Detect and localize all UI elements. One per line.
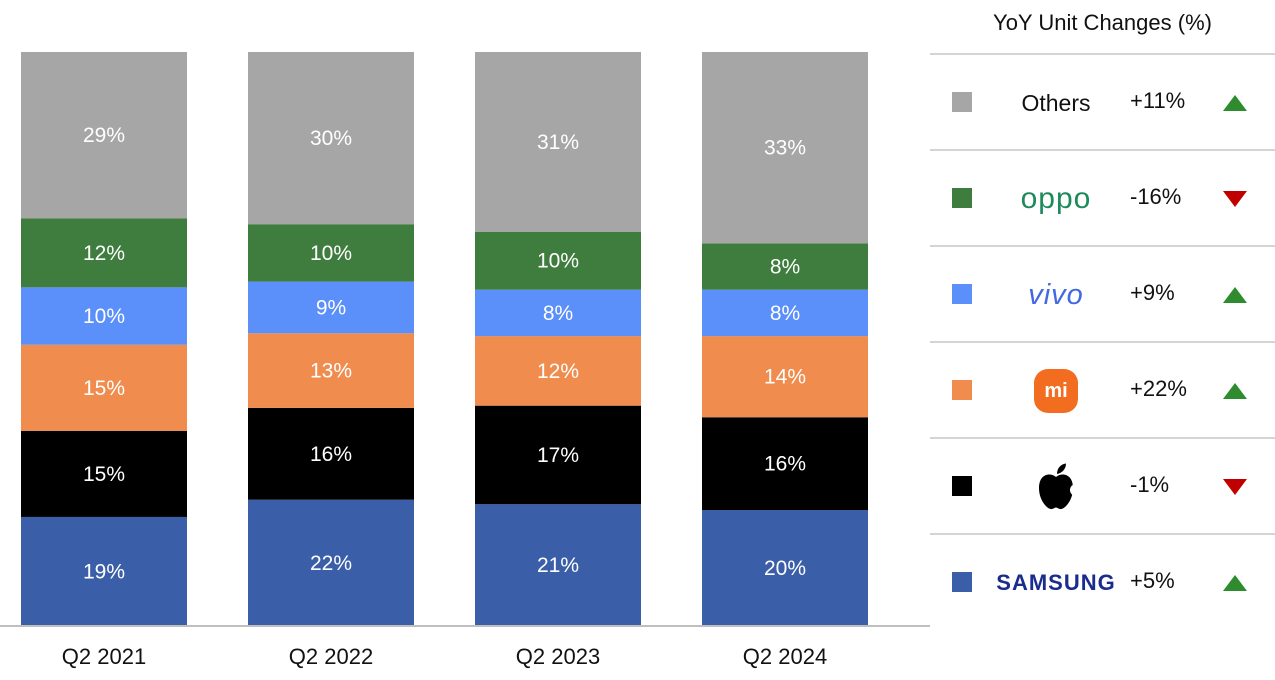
samsung-logo: SAMSUNG [996, 535, 1114, 631]
apple-icon [1039, 463, 1076, 510]
xiaomi-logo-text: mi [1044, 379, 1068, 402]
data-label-others-1: 30% [310, 127, 352, 150]
data-label-others-0: 29% [83, 124, 125, 147]
data-label-vivo-2: 8% [543, 302, 573, 325]
bar-segment-samsung-2 [475, 504, 641, 626]
arrow-down-icon [1222, 478, 1248, 496]
bar-segment-oppo-2 [475, 231, 641, 290]
bar-segment-vivo-2 [475, 289, 641, 337]
yoy-change-value: +9% [1130, 280, 1175, 305]
yoy-change-value: +5% [1130, 568, 1175, 593]
data-label-apple-3: 16% [764, 453, 806, 476]
apple-logo [1000, 439, 1112, 535]
bar-segment-samsung-1 [248, 499, 414, 626]
legend-swatch [952, 572, 972, 592]
data-label-apple-0: 15% [83, 463, 125, 486]
bar-segment-oppo-0 [21, 218, 187, 288]
arrow-up-icon [1222, 574, 1248, 592]
legend-swatch [952, 476, 972, 496]
legend-swatch [952, 380, 972, 400]
data-label-apple-2: 17% [537, 444, 579, 467]
x-tick-labels: Q2 2021 Q2 2022 Q2 2023 Q2 2024 [62, 644, 827, 669]
vivo-logo-text: vivo [1028, 278, 1084, 311]
data-label-oppo-0: 12% [83, 242, 125, 265]
bar-segment-apple-1 [248, 407, 414, 500]
bar-segment-others-2 [475, 52, 641, 232]
oppo-logo-text: oppo [1020, 182, 1092, 215]
bar-segment-xiaomi-3 [702, 336, 868, 418]
x-tick-label: Q2 2024 [743, 644, 827, 669]
arrow-up-icon [1222, 286, 1248, 304]
data-label-vivo-1: 9% [316, 296, 346, 319]
bar-segment-others-0 [21, 52, 187, 219]
data-label-vivo-0: 10% [83, 305, 125, 328]
x-tick-label: Q2 2022 [289, 644, 373, 669]
yoy-change-value: -16% [1130, 184, 1182, 209]
bars-group: 19% 15% 15% 10% 12% 29% 22% 16% 13% 9% 10% 30% 21% 17… [21, 52, 868, 626]
stacked-bar-chart: 19% 15% 15% 10% 12% 29% 22% 16% 13% 9% 10% 30% 21% 17… [0, 52, 930, 669]
x-tick-label: Q2 2023 [516, 644, 600, 669]
data-label-samsung-1: 22% [310, 552, 352, 575]
bar-segment-vivo-0 [21, 287, 187, 345]
legend-swatch [952, 284, 972, 304]
legend-swatch [952, 92, 972, 112]
x-tick-label: Q2 2021 [62, 644, 146, 669]
legend-panel: YoY Unit Changes (%) Others +11% oppo -16% v… [930, 0, 1275, 626]
data-label-samsung-3: 20% [764, 557, 806, 580]
xiaomi-logo: mi [1000, 343, 1112, 439]
data-label-apple-1: 16% [310, 443, 352, 466]
legend-swatch [952, 188, 972, 208]
bar-segment-vivo-1 [248, 281, 414, 334]
bar-segment-apple-2 [475, 405, 641, 505]
bar-segment-oppo-3 [702, 243, 868, 290]
yoy-change-value: -1% [1130, 472, 1170, 497]
arrow-down-icon [1222, 190, 1248, 208]
xiaomi-logo-badge: mi [1034, 369, 1078, 413]
legend-brand-label: Others [1000, 55, 1112, 151]
arrow-up-icon [1222, 94, 1248, 112]
bar-segment-xiaomi-1 [248, 333, 414, 408]
legend-row-xiaomi-logo: mi +22% [930, 341, 1275, 437]
bar-segment-apple-0 [21, 430, 187, 517]
data-label-samsung-2: 21% [537, 554, 579, 577]
data-label-oppo-1: 10% [310, 242, 352, 265]
data-label-others-2: 31% [537, 131, 579, 154]
bar-segment-xiaomi-0 [21, 344, 187, 431]
data-label-others-3: 33% [764, 137, 806, 160]
legend-row-vivo-logo: vivo +9% [930, 245, 1275, 341]
legend-row-samsung-logo: SAMSUNG +5% [930, 533, 1275, 629]
yoy-change-value: +11% [1130, 88, 1186, 113]
data-label-oppo-3: 8% [770, 256, 800, 279]
data-label-vivo-3: 8% [770, 302, 800, 325]
yoy-change-value: +22% [1130, 376, 1187, 401]
bar-segment-xiaomi-2 [475, 336, 641, 406]
data-label-xiaomi-3: 14% [764, 366, 806, 389]
oppo-logo: oppo [1000, 151, 1112, 247]
samsung-logo-text: SAMSUNG [996, 570, 1116, 595]
bar-segment-samsung-3 [702, 510, 868, 626]
bar-segment-samsung-0 [21, 516, 187, 626]
data-label-xiaomi-1: 13% [310, 360, 352, 383]
bar-segment-apple-3 [702, 417, 868, 511]
bar-segment-others-1 [248, 52, 414, 225]
legend-row-apple-logo: -1% [930, 437, 1275, 533]
legend-brand-text: Others [1021, 89, 1091, 116]
legend-row-oppo-logo: oppo -16% [930, 149, 1275, 245]
bar-segment-oppo-1 [248, 224, 414, 282]
bar-segment-vivo-3 [702, 289, 868, 337]
data-label-xiaomi-2: 12% [537, 360, 579, 383]
data-label-oppo-2: 10% [537, 250, 579, 273]
vivo-logo: vivo [1000, 247, 1112, 343]
data-label-samsung-0: 19% [83, 560, 125, 583]
arrow-up-icon [1222, 382, 1248, 400]
legend-row-text: Others +11% [930, 53, 1275, 149]
data-label-xiaomi-0: 15% [83, 377, 125, 400]
legend-title: YoY Unit Changes (%) [993, 10, 1212, 35]
bar-segment-others-3 [702, 52, 868, 244]
